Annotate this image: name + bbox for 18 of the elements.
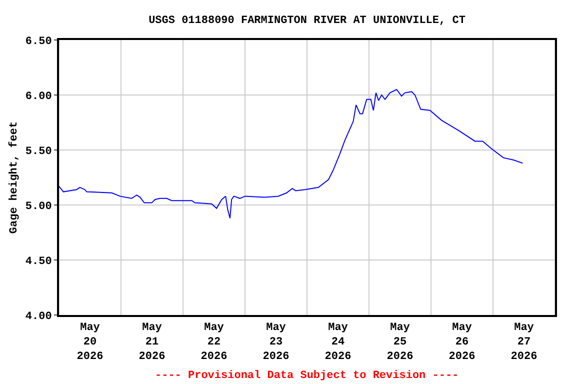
x-tick-label: May 26 2026 [448,322,476,363]
y-tick-label: 6.00 [25,90,52,103]
y-tick-label: 5.50 [25,146,52,158]
text: ---- Provisional Data Subject to Revision ---- [155,370,459,382]
x-tick-label: May 25 2026 [386,322,414,363]
line-series [59,89,524,219]
x-tick-label: May 24 2026 [324,322,352,363]
x-tick-label: May 20 2026 [76,322,104,363]
x-tick-label: May 22 2026 [200,322,228,363]
chart-title: USGS 01188090 FARMINGTON RIVER AT UNIONVILLE, CT [148,15,466,28]
x-tick-label: May 27 2026 [510,322,538,363]
y-tick-label: 5.00 [25,200,52,213]
x-tick-label: May 21 2026 [138,322,166,363]
y-axis-title: Gage height, feet [8,121,21,234]
y-tick-label: 4.00 [25,310,52,323]
y-tick-label: 6.50 [25,36,52,48]
y-tick-label: 4.50 [25,256,52,268]
x-tick-label: May 23 2026 [262,322,290,363]
